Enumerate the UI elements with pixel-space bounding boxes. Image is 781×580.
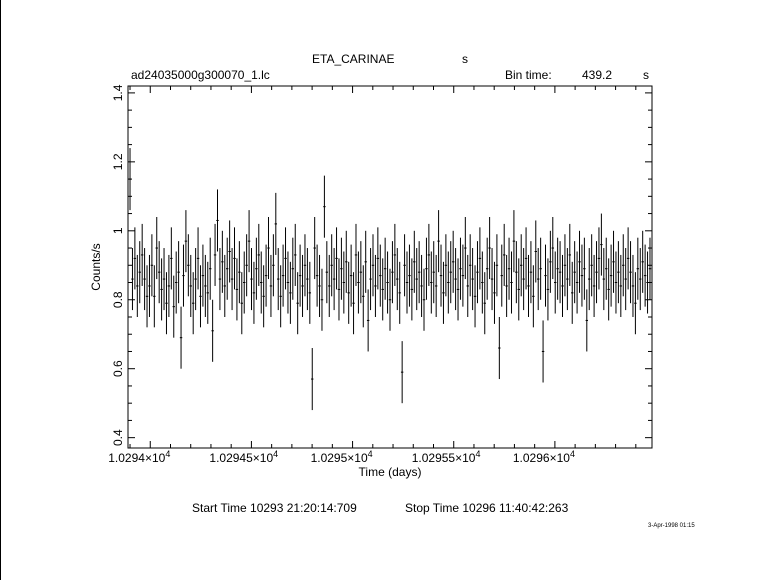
chart-title-unit: s [462, 52, 468, 66]
x-tick-label: 1.0296×104 [513, 449, 575, 465]
plot-date-stamp: 3-Apr-1998 01:15 [648, 523, 695, 529]
bin-time-unit: s [643, 68, 649, 82]
y-tick-label: 1.2 [111, 153, 125, 170]
x-tick-label: 1.0295×104 [311, 449, 373, 465]
y-tick-label: 1 [111, 227, 125, 234]
bin-time-value: 439.2 [582, 68, 612, 82]
window-left-border [0, 0, 1, 580]
stop-time-label: Stop Time 10296 11:40:42:263 [405, 501, 569, 515]
plot-frame [127, 85, 653, 449]
data-series [128, 148, 652, 411]
start-time-label: Start Time 10293 21:20:14:709 [192, 501, 357, 515]
chart-title: ETA_CARINAE [312, 52, 394, 66]
y-tick-label: 0.8 [111, 291, 125, 308]
y-axis-label: Counts/s [89, 243, 103, 290]
bin-time-label: Bin time: [505, 68, 552, 82]
x-axis-label: Time (days) [359, 465, 422, 479]
x-tick-label: 1.0294×104 [108, 449, 170, 465]
y-tick-label: 1.4 [111, 84, 125, 101]
y-tick-label: 0.4 [111, 429, 125, 446]
x-tick-label: 1.02945×104 [209, 449, 278, 465]
file-name-label: ad24035000g300070_1.lc [131, 68, 270, 82]
x-tick-label: 1.02955×104 [412, 449, 481, 465]
x-axis: 1.0294×104 1.02945×104 1.0295×104 1.02955×1… [108, 86, 637, 465]
y-axis: 0.4 0.6 0.8 1 1.2 1.4 [111, 84, 652, 446]
y-tick-label: 0.6 [111, 360, 125, 377]
